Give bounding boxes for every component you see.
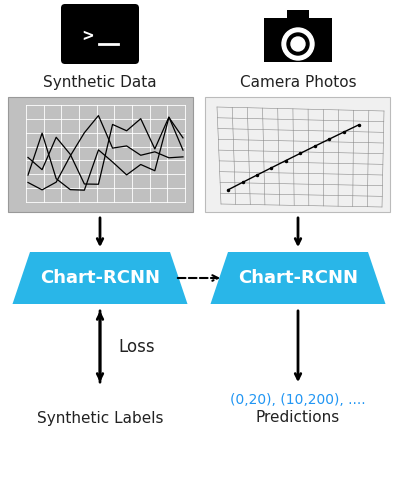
Text: Synthetic Labels: Synthetic Labels <box>37 411 163 425</box>
Text: Predictions: Predictions <box>256 411 340 425</box>
Text: Camera Photos: Camera Photos <box>240 75 356 89</box>
Circle shape <box>287 33 309 55</box>
Circle shape <box>282 28 314 60</box>
Polygon shape <box>12 252 187 304</box>
Text: Chart-RCNN: Chart-RCNN <box>238 269 358 287</box>
FancyBboxPatch shape <box>287 10 309 20</box>
Text: >: > <box>82 27 94 45</box>
Text: Chart-RCNN: Chart-RCNN <box>40 269 160 287</box>
Bar <box>8 97 193 212</box>
Text: Loss: Loss <box>118 337 155 356</box>
Circle shape <box>291 37 305 51</box>
Text: (0,20), (10,200), ....: (0,20), (10,200), .... <box>230 393 366 407</box>
Bar <box>205 97 390 212</box>
Text: Synthetic Data: Synthetic Data <box>43 75 157 89</box>
Polygon shape <box>211 252 386 304</box>
FancyBboxPatch shape <box>61 4 139 64</box>
FancyBboxPatch shape <box>264 18 332 62</box>
